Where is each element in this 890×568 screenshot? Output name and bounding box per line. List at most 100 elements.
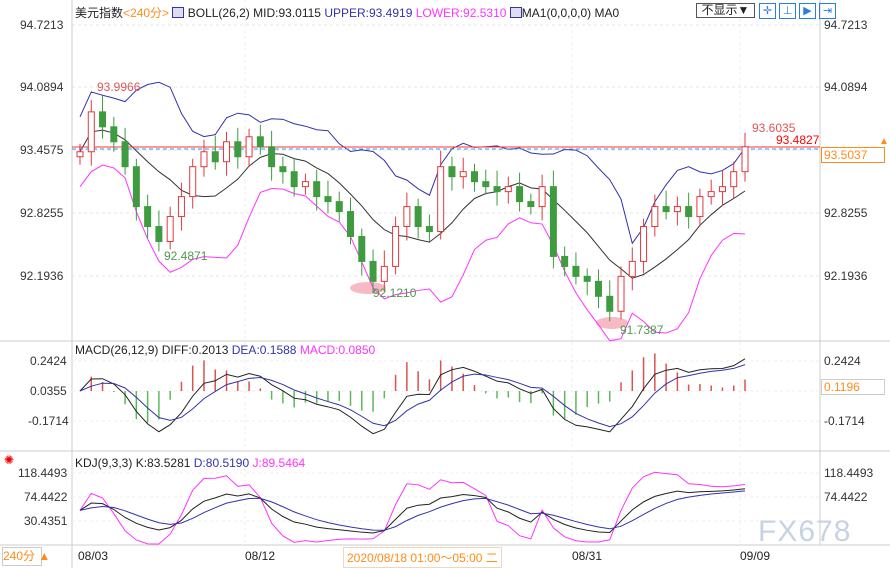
candle-body <box>583 275 591 282</box>
symbol-name: 美元指数 <box>75 6 124 20</box>
candle-body <box>177 196 185 218</box>
period-label: <240分> <box>123 6 170 20</box>
candle-body <box>121 141 129 168</box>
zoom-icon[interactable]: ⊥ <box>779 3 796 19</box>
macd-value: MACD:0.0850 <box>299 343 376 357</box>
candle-body <box>324 196 332 203</box>
goto-end-icon[interactable]: ⇥ <box>819 3 836 19</box>
crosshair-icon[interactable]: ✛ <box>759 3 776 19</box>
macd-header: MACD(26,12,9) DIFF:0.2013 DEA:0.1588 MAC… <box>75 343 375 357</box>
candle-body <box>482 181 490 188</box>
label-high: 93.9966 <box>97 80 141 94</box>
candle-body <box>347 211 355 237</box>
alert-icon[interactable]: ▲ <box>879 136 889 147</box>
candle-body <box>392 226 400 267</box>
date-label-2: 08/31 <box>572 549 603 563</box>
price-axis-right-3: 92.8255 <box>824 206 868 220</box>
candle-body <box>132 166 140 208</box>
macd-axis-right-2: -0.1714 <box>824 414 865 428</box>
price-axis-right-1: 94.0894 <box>824 80 868 94</box>
boll-lower-line <box>79 164 746 342</box>
candle-body <box>313 181 321 198</box>
candle-body <box>527 201 535 208</box>
candle-body <box>640 226 648 262</box>
kdj-axis-2: 30.4351 <box>24 514 68 528</box>
boll-lower: LOWER:92.5310 <box>415 6 507 20</box>
candle-body <box>741 146 749 173</box>
kdj-j-line <box>79 471 746 545</box>
candle-body <box>628 260 636 277</box>
candle-body <box>76 151 84 158</box>
kdj-title: KDJ(9,3,3) <box>75 456 133 470</box>
macd-dea: DEA:0.1588 <box>231 343 297 357</box>
chart-header: 美元指数<240分> BOLL(26,2) MID:93.0115 UPPER:… <box>75 4 619 21</box>
candle-body <box>279 166 287 173</box>
candle-body <box>155 226 163 242</box>
kdj-j: J:89.5464 <box>252 456 306 470</box>
display-select[interactable]: 不显示▼ <box>696 3 755 18</box>
kdj-axis-right-1: 74.4422 <box>824 490 868 504</box>
label-low3: 91.7387 <box>620 323 664 337</box>
candle-body <box>561 255 569 267</box>
macd-axis-2: -0.1714 <box>28 414 69 428</box>
candle-body <box>516 186 524 203</box>
kdj-axis-right-0: 118.4493 <box>824 466 874 480</box>
price-axis-left-0: 94.7213 <box>20 18 64 32</box>
boll-icon[interactable] <box>172 7 185 18</box>
candle-body <box>110 126 118 143</box>
kdj-d: D:80.5190 <box>193 456 250 470</box>
ma-icon[interactable] <box>509 7 522 18</box>
candle-body <box>358 235 366 262</box>
candle-body <box>594 280 602 297</box>
current-price-tag: 93.5037 <box>821 147 885 163</box>
low-highlight <box>596 317 628 329</box>
candle-body <box>290 171 298 188</box>
label-low1: 92.4871 <box>164 249 208 263</box>
candle-body <box>696 196 704 218</box>
price-axis-right-0: 94.7213 <box>824 18 868 32</box>
candle-body <box>144 206 152 228</box>
kdj-d-line <box>79 490 746 531</box>
candle-body <box>718 186 726 193</box>
candle-body <box>234 141 242 158</box>
ma-label: MA1(0,0,0,0) MA0 <box>521 6 620 20</box>
candle-body <box>268 146 276 168</box>
price-axis-left-2: 93.4575 <box>20 143 64 157</box>
period-button[interactable]: 240分 ▲ <box>2 547 50 566</box>
macd-axis-right-0: 0.2424 <box>824 354 861 368</box>
kdj-axis-1: 74.4422 <box>24 490 68 504</box>
candle-body <box>211 151 219 163</box>
macd-diff-line <box>79 358 746 435</box>
price-axis-right-4: 92.1936 <box>824 269 868 283</box>
candle-body <box>707 191 715 198</box>
candle-body <box>673 206 681 213</box>
label-low2: 92.1210 <box>373 286 417 300</box>
candle-body <box>662 206 670 213</box>
candle-body <box>437 166 445 233</box>
candle-body <box>414 206 422 228</box>
price-axis-left-4: 92.1936 <box>20 269 64 283</box>
candle-body <box>99 111 107 128</box>
candle-body <box>335 201 343 213</box>
macd-current-tag: 0.1196 <box>821 379 885 395</box>
settings-sun-icon[interactable]: ✺ <box>4 453 15 467</box>
cursor-time: 2020/08/18 01:00～05:00 二 <box>343 547 502 568</box>
date-label-1: 08/12 <box>245 549 276 563</box>
candle-body <box>380 265 388 282</box>
kdj-header: KDJ(9,3,3) K:83.5281 D:80.5190 J:89.5464 <box>75 456 305 470</box>
candle-body <box>685 206 693 218</box>
label-red-line: 93.4827 <box>776 133 820 147</box>
candle-body <box>538 186 546 208</box>
boll-mid: MID:93.0115 <box>253 6 321 20</box>
candle-body <box>617 275 625 312</box>
candle-body <box>470 171 478 183</box>
macd-axis-1: 0.0355 <box>30 384 67 398</box>
candle-body <box>166 216 174 242</box>
candle-body <box>87 111 95 153</box>
label-last-high: 93.6035 <box>752 121 796 135</box>
candle-body <box>245 136 253 158</box>
watermark: FX678 <box>758 515 852 548</box>
play-icon[interactable]: ▶ <box>799 3 816 19</box>
candle-body <box>403 206 411 228</box>
